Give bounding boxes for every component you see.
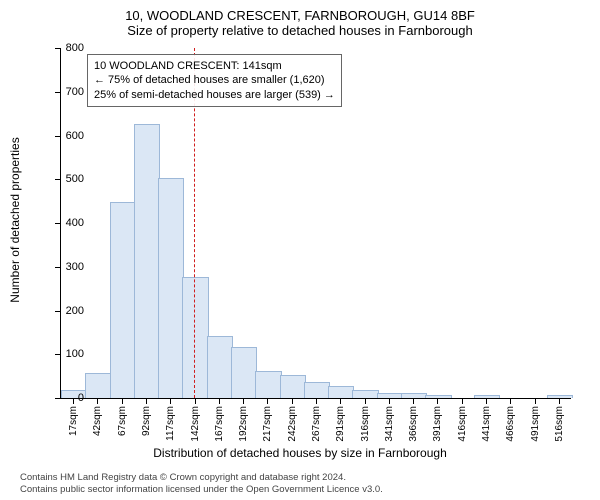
- x-tick: [316, 398, 317, 404]
- footer-attribution: Contains HM Land Registry data © Crown c…: [20, 472, 383, 496]
- x-tick: [243, 398, 244, 404]
- x-tick-label: 92sqm: [141, 406, 152, 436]
- histogram-bar: [328, 386, 354, 398]
- x-tick: [292, 398, 293, 404]
- x-tick-label: 17sqm: [68, 406, 79, 436]
- histogram-bar: [110, 202, 136, 398]
- y-axis-title: Number of detached properties: [8, 137, 22, 302]
- x-tick-label: 416sqm: [457, 406, 468, 442]
- x-tick-label: 117sqm: [165, 406, 176, 441]
- x-tick: [510, 398, 511, 404]
- x-tick-label: 516sqm: [554, 406, 565, 442]
- histogram-bar: [377, 393, 403, 398]
- histogram-bar: [401, 393, 427, 398]
- histogram-bar: [547, 395, 573, 398]
- x-tick-label: 267sqm: [311, 406, 322, 442]
- info-line-larger: 25% of semi-detached houses are larger (…: [94, 88, 335, 102]
- footer-line2: Contains public sector information licen…: [20, 484, 383, 496]
- y-tick-label: 400: [54, 217, 84, 229]
- y-tick-label: 700: [54, 86, 84, 98]
- chart-plot-area: 10 WOODLAND CRESCENT: 141sqm ← 75% of de…: [60, 48, 571, 399]
- x-tick-label: 217sqm: [262, 406, 273, 442]
- x-tick: [559, 398, 560, 404]
- y-tick-label: 0: [54, 392, 84, 404]
- x-tick: [267, 398, 268, 404]
- x-tick: [122, 398, 123, 404]
- x-tick-label: 441sqm: [481, 406, 492, 442]
- x-tick-label: 391sqm: [432, 406, 443, 442]
- x-tick-label: 491sqm: [530, 406, 541, 442]
- x-tick: [97, 398, 98, 404]
- y-tick-label: 600: [54, 130, 84, 142]
- x-tick: [146, 398, 147, 404]
- y-tick-label: 500: [54, 173, 84, 185]
- histogram-bar: [255, 371, 281, 398]
- x-tick: [486, 398, 487, 404]
- y-tick-label: 100: [54, 348, 84, 360]
- histogram-bar: [352, 390, 378, 398]
- x-tick: [340, 398, 341, 404]
- x-tick: [219, 398, 220, 404]
- histogram-bar: [182, 277, 208, 398]
- x-tick-label: 192sqm: [238, 406, 249, 442]
- x-tick-label: 466sqm: [505, 406, 516, 442]
- histogram-bar: [158, 178, 184, 398]
- histogram-bar: [304, 382, 330, 398]
- x-tick-label: 366sqm: [408, 406, 419, 442]
- x-tick-label: 67sqm: [117, 406, 128, 436]
- x-tick: [437, 398, 438, 404]
- y-tick-label: 800: [54, 42, 84, 54]
- histogram-bar: [85, 373, 111, 398]
- x-tick: [365, 398, 366, 404]
- histogram-bar: [425, 395, 451, 398]
- chart-subtitle: Size of property relative to detached ho…: [0, 23, 600, 38]
- x-tick: [413, 398, 414, 404]
- x-tick-label: 291sqm: [335, 406, 346, 442]
- x-tick: [462, 398, 463, 404]
- x-axis-title: Distribution of detached houses by size …: [0, 446, 600, 460]
- property-info-box: 10 WOODLAND CRESCENT: 141sqm ← 75% of de…: [87, 54, 342, 107]
- x-tick: [389, 398, 390, 404]
- x-tick: [170, 398, 171, 404]
- x-tick-label: 316sqm: [360, 406, 371, 442]
- x-tick: [195, 398, 196, 404]
- histogram-bar: [231, 347, 257, 398]
- footer-line1: Contains HM Land Registry data © Crown c…: [20, 472, 383, 484]
- x-tick-label: 42sqm: [92, 406, 103, 436]
- y-tick-label: 300: [54, 261, 84, 273]
- info-line-smaller: ← 75% of detached houses are smaller (1,…: [94, 73, 335, 87]
- x-tick-label: 167sqm: [214, 406, 225, 442]
- x-tick-label: 341sqm: [384, 406, 395, 442]
- chart-container: 10, WOODLAND CRESCENT, FARNBOROUGH, GU14…: [0, 0, 600, 500]
- histogram-bar: [280, 375, 306, 398]
- info-line-size: 10 WOODLAND CRESCENT: 141sqm: [94, 59, 335, 73]
- histogram-bar: [207, 336, 233, 398]
- x-tick: [535, 398, 536, 404]
- y-tick-label: 200: [54, 305, 84, 317]
- x-tick-label: 142sqm: [190, 406, 201, 442]
- histogram-bar: [134, 124, 160, 398]
- x-tick-label: 242sqm: [287, 406, 298, 442]
- page-title: 10, WOODLAND CRESCENT, FARNBOROUGH, GU14…: [0, 0, 600, 23]
